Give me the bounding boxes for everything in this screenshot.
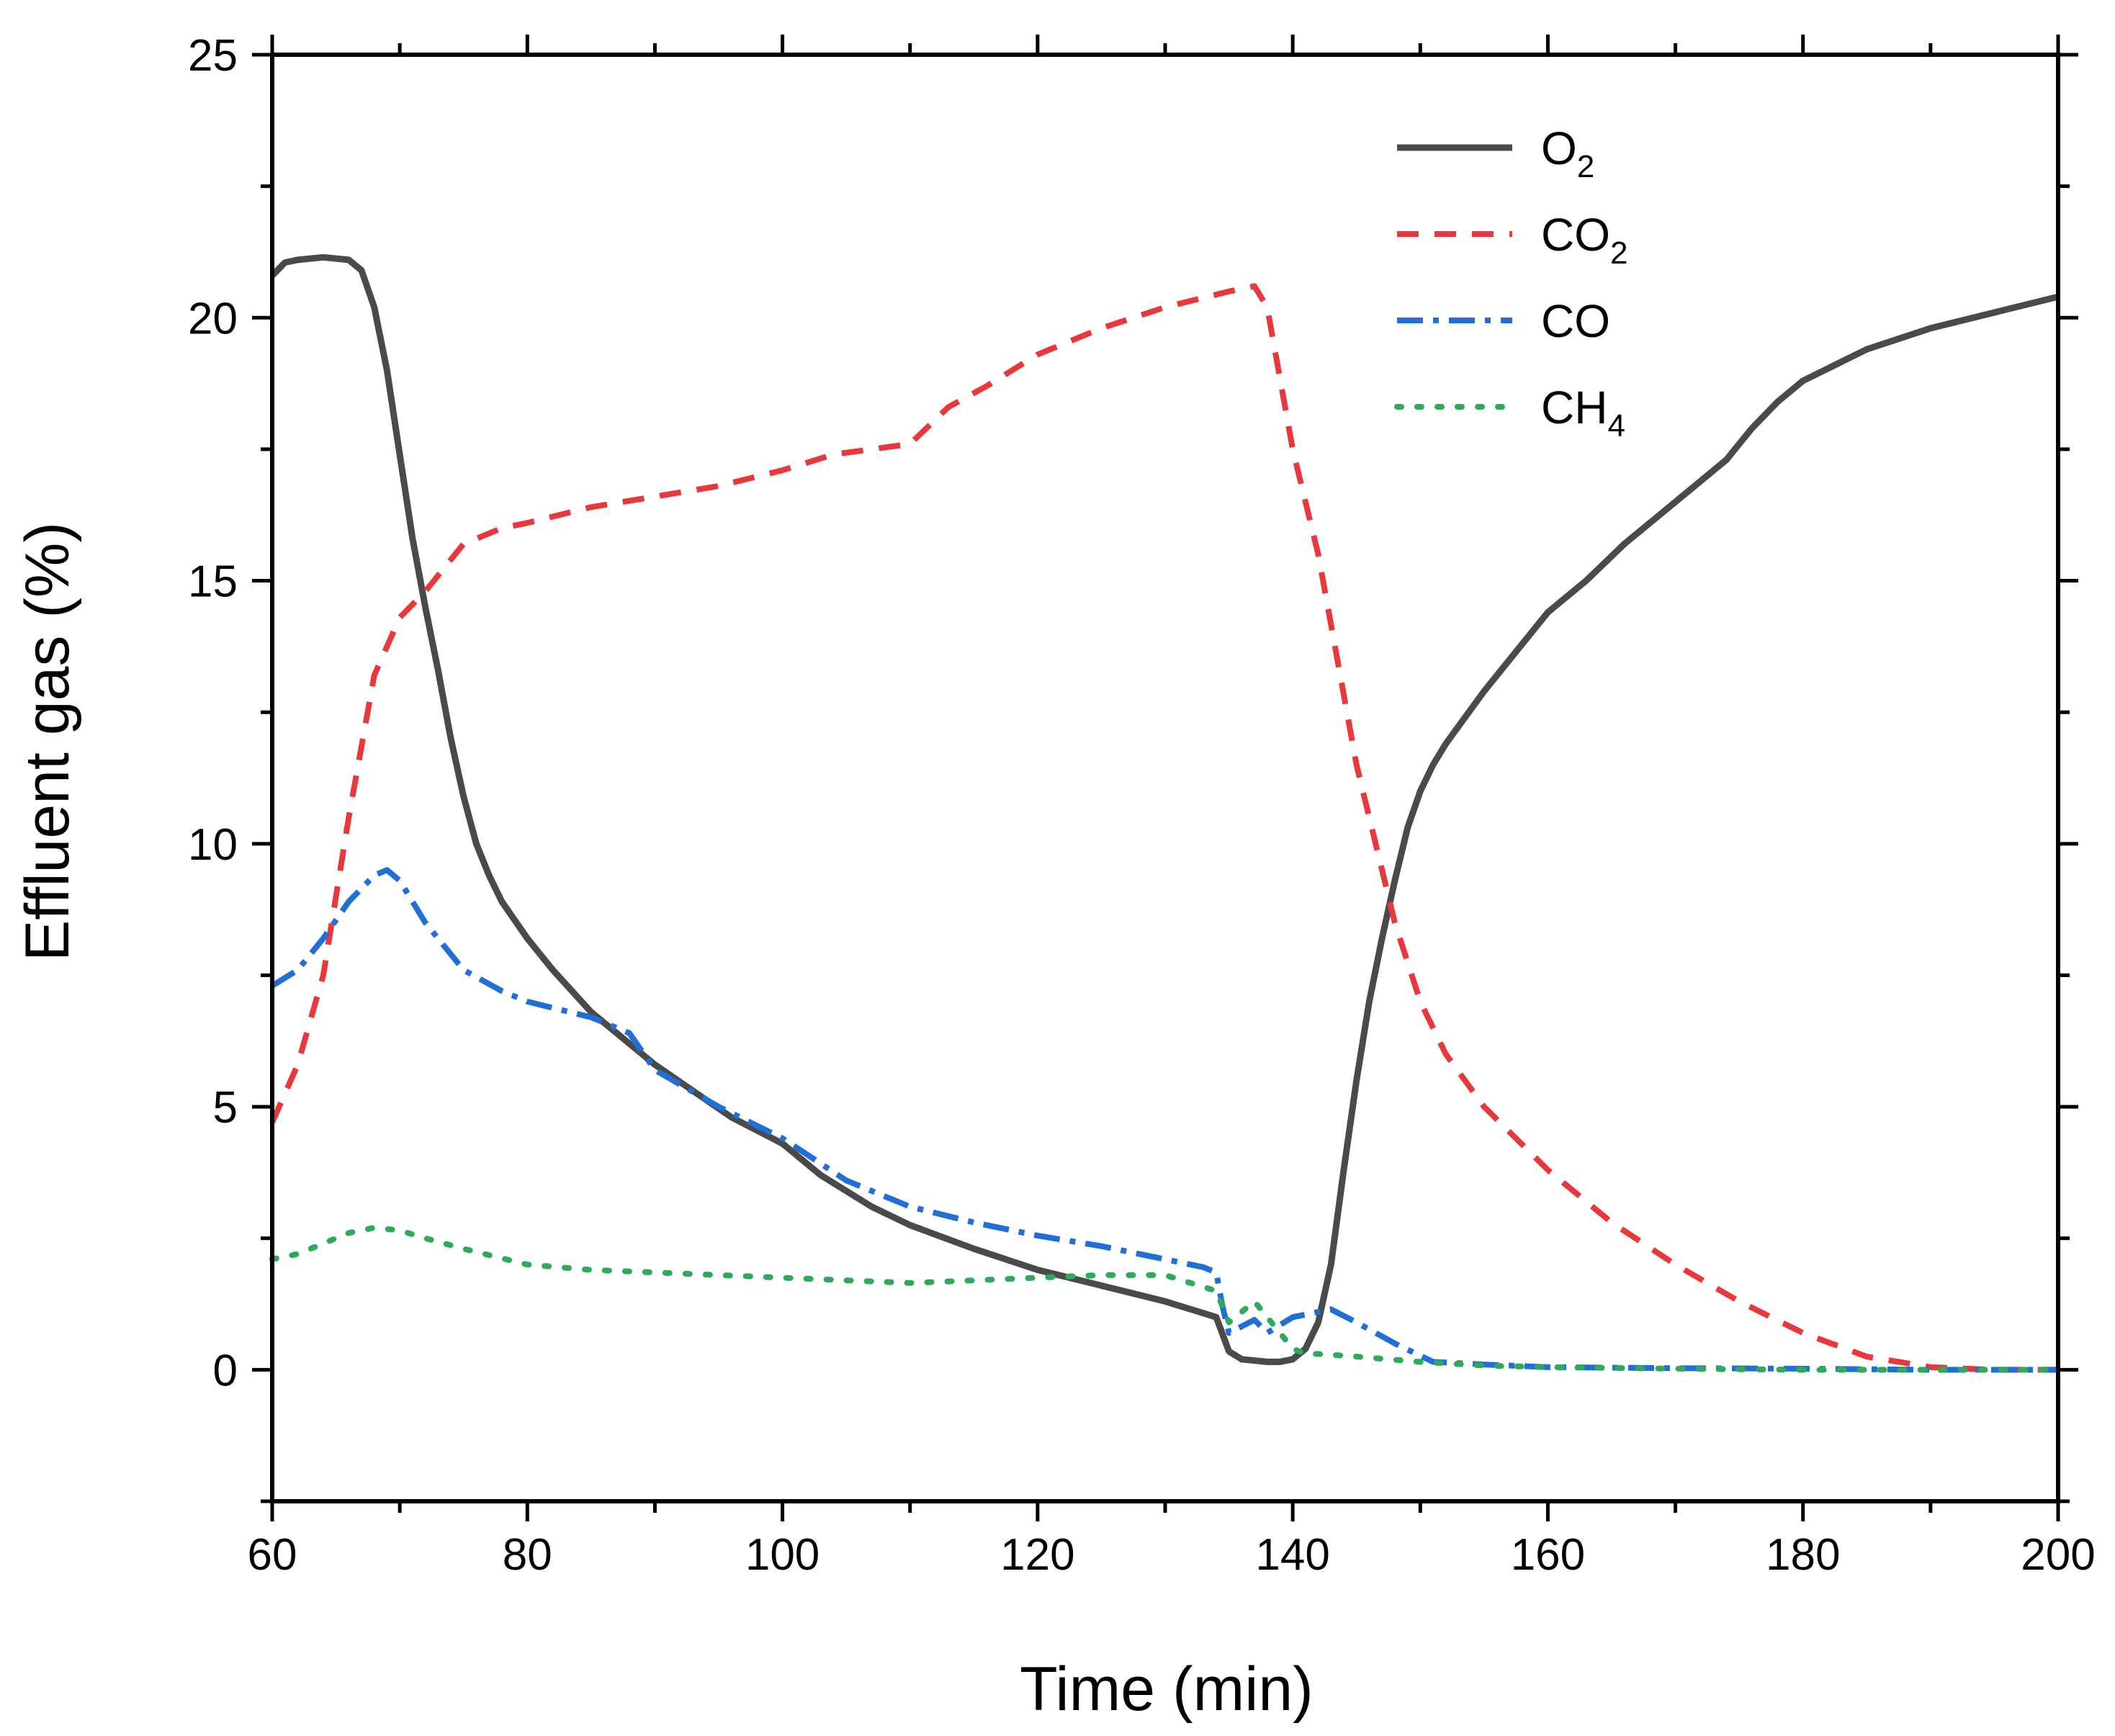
x-tick-label: 180: [1766, 1530, 1840, 1580]
y-tick-label: 0: [213, 1346, 238, 1395]
axes-layer: [252, 35, 2078, 1521]
series-line-ch4: [269, 1225, 2061, 1373]
series-line-co2: [269, 283, 2058, 1373]
y-tick-label: 10: [188, 820, 238, 870]
series-layer: [269, 253, 2061, 1373]
x-axis-title: Time (min): [1020, 1655, 1314, 1724]
y-tick-label: 15: [188, 557, 238, 607]
legend-label-co2: CO2: [1541, 209, 1627, 271]
series-line-o2: [269, 253, 2060, 1365]
x-tick-label: 60: [248, 1530, 297, 1580]
legend-label-co: CO: [1541, 295, 1610, 347]
y-tick-label: 20: [188, 294, 238, 343]
x-tick-label: 80: [503, 1530, 552, 1580]
x-tick-label: 140: [1255, 1530, 1329, 1580]
legend-label-ch4: CH4: [1541, 382, 1625, 444]
x-tick-label: 200: [2021, 1530, 2095, 1580]
x-tick-label: 160: [1511, 1530, 1585, 1580]
y-axis-title: Effluent gas (%): [13, 522, 82, 961]
tick-label-layer: 60 80 100 120 140 160 180 200 0 5 10 15 20 25: [188, 31, 2096, 1580]
x-tick-label: 120: [1000, 1530, 1074, 1580]
x-tick-label: 100: [745, 1530, 819, 1580]
y-tick-label: 5: [213, 1083, 238, 1133]
y-tick-label: 25: [188, 31, 238, 81]
legend: O2 CO2 CO CH4: [1394, 122, 1627, 444]
legend-label-o2: O2: [1541, 122, 1594, 184]
